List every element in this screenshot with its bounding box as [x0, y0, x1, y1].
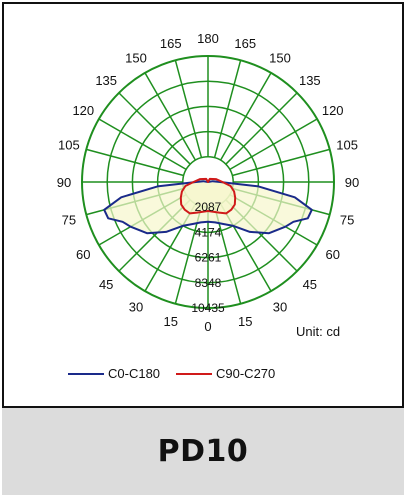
grid-spoke — [86, 148, 184, 177]
angle-label: 30 — [273, 300, 287, 315]
angle-label: 75 — [62, 212, 76, 227]
grid-spoke — [174, 60, 203, 158]
ring-label: 2087 — [195, 200, 222, 214]
legend: C0-C180 C90-C270 — [68, 366, 275, 381]
angle-label: 45 — [99, 277, 113, 292]
ring-label: 4174 — [195, 225, 222, 239]
ring-label: 6261 — [195, 251, 222, 265]
series-fills — [104, 178, 312, 234]
angle-label: 105 — [336, 138, 358, 153]
angle-label: 90 — [345, 175, 359, 190]
grid-spoke — [232, 148, 330, 177]
legend-item-c90-c270: C90-C270 — [176, 366, 275, 381]
product-title: PD10 — [157, 434, 249, 469]
ring-label: 10435 — [191, 301, 225, 315]
angle-label: 135 — [299, 73, 321, 88]
series-lines — [103, 177, 313, 235]
angle-label: 15 — [238, 314, 252, 329]
grid-spoke — [213, 60, 242, 158]
grid-spoke — [98, 118, 187, 171]
grid-spoke — [229, 118, 318, 171]
angle-label: 180 — [197, 31, 219, 46]
angle-label: 105 — [58, 138, 80, 153]
angle-label: 90 — [57, 175, 71, 190]
angle-label: 165 — [160, 36, 182, 51]
angle-label: 45 — [303, 277, 317, 292]
grid-spoke — [118, 92, 191, 165]
angle-label: 120 — [72, 103, 94, 118]
angle-label: 150 — [269, 50, 291, 65]
angle-label: 30 — [129, 300, 143, 315]
grid-spoke — [144, 72, 197, 161]
series-fill-c90-c270 — [180, 178, 236, 214]
angle-label: 15 — [163, 314, 177, 329]
angle-labels: 180 1651651501501351351201201051059090757… — [57, 31, 359, 334]
angle-label: 150 — [125, 50, 147, 65]
unit-label: Unit: cd — [296, 324, 341, 339]
grid-spoke — [225, 92, 298, 165]
angle-label: 75 — [340, 212, 354, 227]
angle-label: 60 — [76, 247, 90, 262]
ring-labels: 2087 4174 6261 8348 10435 — [191, 200, 225, 315]
footer-bar: PD10 — [2, 406, 404, 495]
grid-spoke — [219, 72, 272, 161]
angle-label: 60 — [325, 247, 339, 262]
angle-label: 135 — [95, 73, 117, 88]
polar-grid — [81, 55, 335, 309]
legend-label-c90-c270: C90-C270 — [216, 366, 275, 381]
angle-label: 0 — [204, 319, 211, 334]
angle-label: 120 — [322, 103, 344, 118]
ring-label: 8348 — [195, 276, 222, 290]
legend-label-c0-c180: C0-C180 — [108, 366, 160, 381]
legend-item-c0-c180: C0-C180 — [68, 366, 160, 381]
series-line-c90-c270 — [179, 177, 237, 215]
angle-label: 165 — [234, 36, 256, 51]
